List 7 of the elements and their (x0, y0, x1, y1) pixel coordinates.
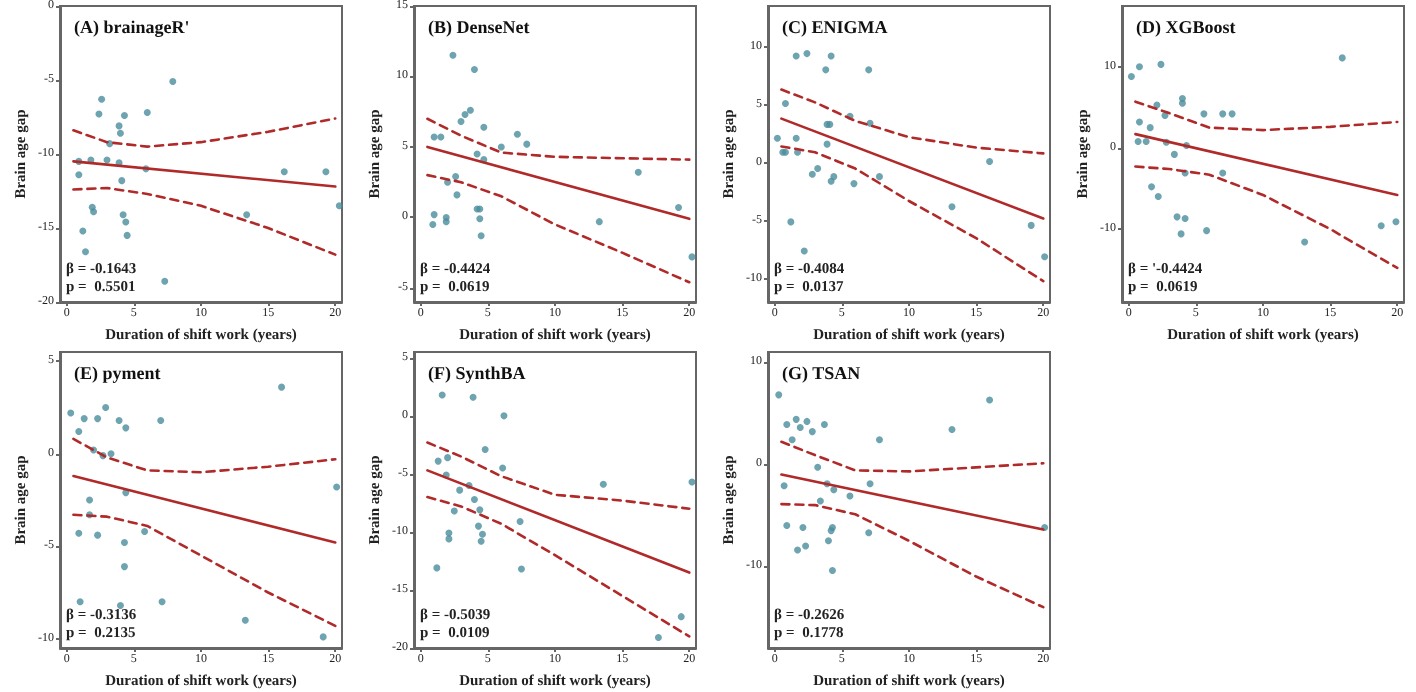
text: (G) TSAN (782, 363, 862, 383)
text: (D) XGBoost (1136, 17, 1236, 37)
text: (E) pyment (74, 363, 161, 383)
text: (A) brainageR' (74, 17, 190, 37)
text: (C) ENIGMA (782, 17, 889, 37)
text: (B) DenseNet (428, 17, 530, 37)
text: (F) SynthBA (428, 363, 527, 383)
